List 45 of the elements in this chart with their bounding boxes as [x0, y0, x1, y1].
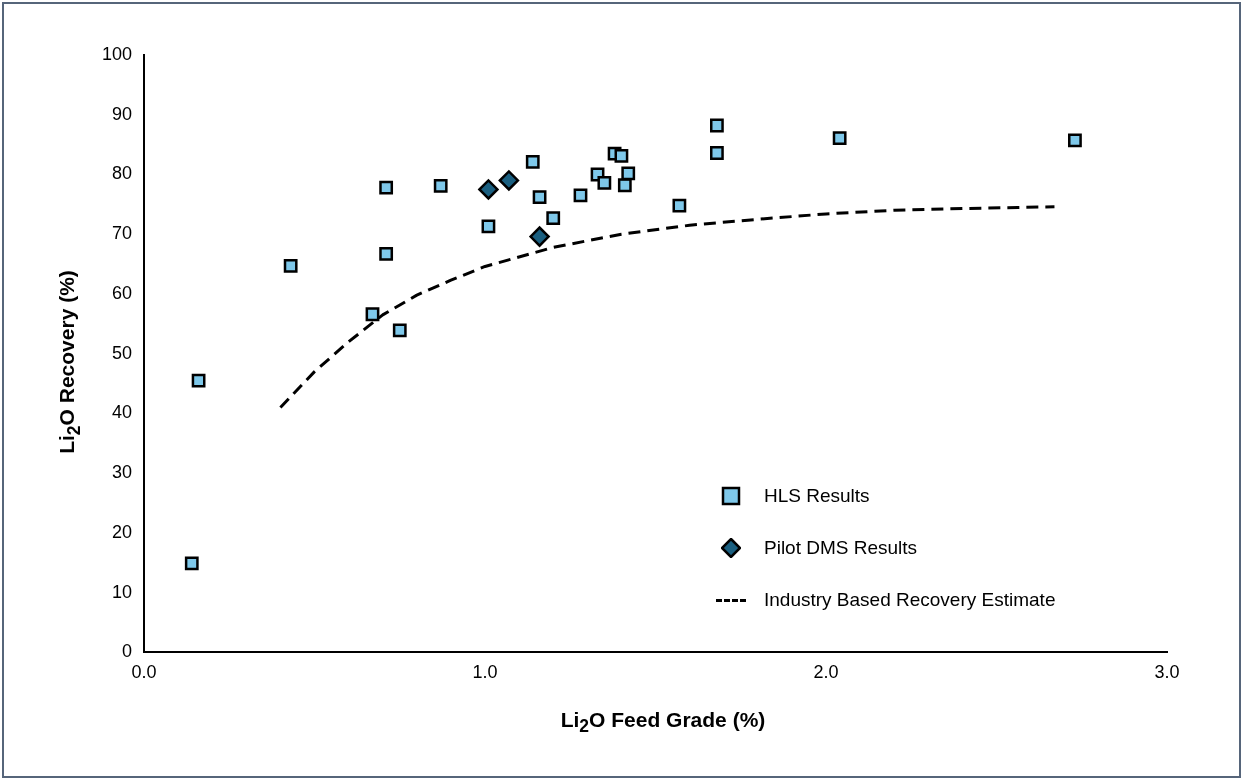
- point: [614, 149, 629, 163]
- y-tick-label: 100: [101, 43, 133, 64]
- point: [709, 146, 724, 160]
- point: [709, 118, 724, 133]
- point: [283, 258, 298, 273]
- y-tick-label: 40: [112, 402, 133, 423]
- y-tick-label: 20: [112, 521, 133, 542]
- y-tick-label: 50: [112, 342, 133, 363]
- point: [529, 226, 550, 247]
- y-tick-label: 90: [112, 103, 133, 124]
- line-series: [278, 205, 1056, 409]
- point: [481, 219, 496, 234]
- point: [498, 170, 520, 191]
- point: [478, 179, 499, 200]
- point: [184, 556, 199, 571]
- point: [1068, 133, 1082, 148]
- y-tick-label: 10: [112, 581, 133, 602]
- x-tick-label: 0.0: [131, 662, 157, 683]
- legend-label: Pilot DMS Results: [764, 537, 918, 559]
- point: [573, 188, 588, 203]
- point: [597, 175, 612, 190]
- point: [379, 247, 394, 261]
- point: [832, 131, 847, 145]
- point: [525, 155, 540, 169]
- point: [379, 180, 394, 195]
- y-tick-label: 60: [112, 282, 133, 303]
- y-tick-label: 80: [112, 163, 133, 184]
- x-tick-label: 3.0: [1154, 662, 1180, 683]
- point: [532, 190, 547, 205]
- legend-label: Industry Based Recovery Estimate: [764, 589, 1056, 611]
- point: [365, 307, 380, 322]
- x-tick-label: 1.0: [472, 662, 498, 683]
- x-tick-label: 2.0: [813, 662, 839, 683]
- y-tick-label: 70: [112, 223, 133, 244]
- point: [191, 373, 206, 388]
- point: [617, 178, 632, 193]
- point: [621, 166, 636, 181]
- y-tick-label: 30: [112, 462, 133, 483]
- legend-label: HLS Results: [764, 485, 870, 507]
- x-axis-title: Li$_{2}$O Feed Grade (%): [559, 708, 767, 738]
- point: [392, 323, 407, 338]
- point: [672, 198, 687, 213]
- point: [433, 178, 448, 193]
- y-tick-label: 0: [122, 641, 133, 662]
- point: [546, 211, 561, 225]
